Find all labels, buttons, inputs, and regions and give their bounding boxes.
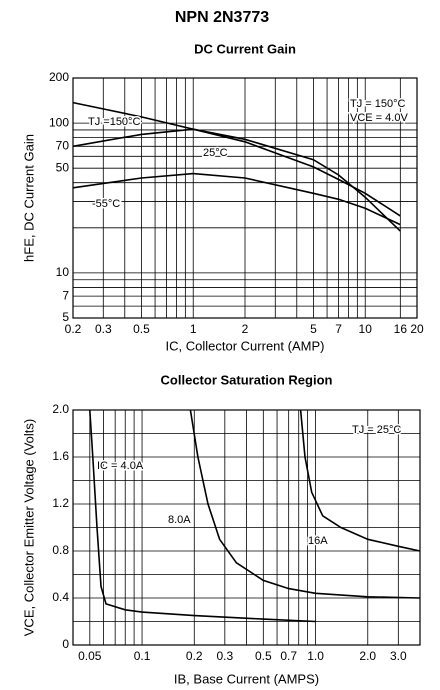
x-tick-label: 0.5 (255, 649, 272, 663)
annotation: TJ = 25°C (352, 424, 401, 436)
y-tick-label: 7 (62, 288, 69, 302)
y-tick-label: 0 (62, 637, 69, 651)
annotation: TJ = 150°C (350, 98, 406, 110)
y-tick-label: 2.0 (52, 402, 69, 416)
x-axis-label: IC, Collector Current (AMP) (166, 338, 325, 353)
curve (72, 128, 401, 232)
x-tick-label: 0.5 (133, 322, 150, 336)
chart-title: DC Current Gain (194, 41, 296, 56)
y-tick-label: 0.4 (52, 590, 69, 604)
chart-title: Collector Saturation Region (161, 372, 333, 387)
x-axis-label: IB, Base Current (AMPS) (174, 671, 319, 686)
y-tick-label: 1.6 (52, 449, 69, 463)
y-tick-label: 70 (56, 138, 70, 152)
x-tick-label: 20 (410, 322, 424, 336)
y-tick-label: 5 (62, 310, 69, 324)
x-tick-label: 1 (190, 322, 197, 336)
annotation: VCE = 4.0V (350, 112, 408, 124)
annotation: 8.0A (168, 514, 191, 526)
y-tick-label: 0.8 (52, 543, 69, 557)
annotation: -55°C (92, 198, 120, 210)
x-tick-label: 2.0 (359, 649, 376, 663)
x-tick-label: 0.1 (134, 649, 151, 663)
x-tick-label: 0.3 (95, 322, 112, 336)
y-axis-label: hFE, DC Current Gain (21, 134, 36, 262)
plot-frame (72, 77, 418, 319)
y-axis-label: VCE, Collector Emitter Voltage (Volts) (21, 419, 36, 636)
y-tick-label: 1.2 (52, 496, 69, 510)
x-tick-label: 5 (310, 322, 317, 336)
curve (189, 409, 421, 599)
x-tick-label: 0.05 (78, 649, 102, 663)
annotation: 16A (308, 535, 328, 547)
x-tick-label: 16 (394, 322, 408, 336)
curve (72, 172, 401, 226)
x-tick-label: 0.3 (216, 649, 233, 663)
annotation: IC = 4.0A (97, 460, 144, 472)
x-tick-label: 3.0 (390, 649, 407, 663)
curve (72, 101, 401, 217)
plot-frame (72, 409, 421, 646)
x-tick-label: 7 (335, 322, 342, 336)
x-tick-label: 0.7 (280, 649, 297, 663)
annotation: TJ =150°C (88, 116, 140, 128)
page-title: NPN 2N3773 (175, 9, 269, 26)
curve (89, 409, 316, 623)
y-tick-label: 50 (56, 160, 70, 174)
y-tick-label: 100 (49, 115, 69, 129)
x-tick-label: 0.2 (186, 649, 203, 663)
curve (299, 409, 421, 552)
y-tick-label: 200 (49, 70, 69, 84)
x-tick-label: 10 (359, 322, 373, 336)
x-tick-label: 2 (242, 322, 249, 336)
annotation: 25°C (203, 147, 228, 159)
y-tick-label: 10 (56, 265, 70, 279)
x-tick-label: 1.0 (307, 649, 324, 663)
x-tick-label: 0.2 (65, 322, 82, 336)
